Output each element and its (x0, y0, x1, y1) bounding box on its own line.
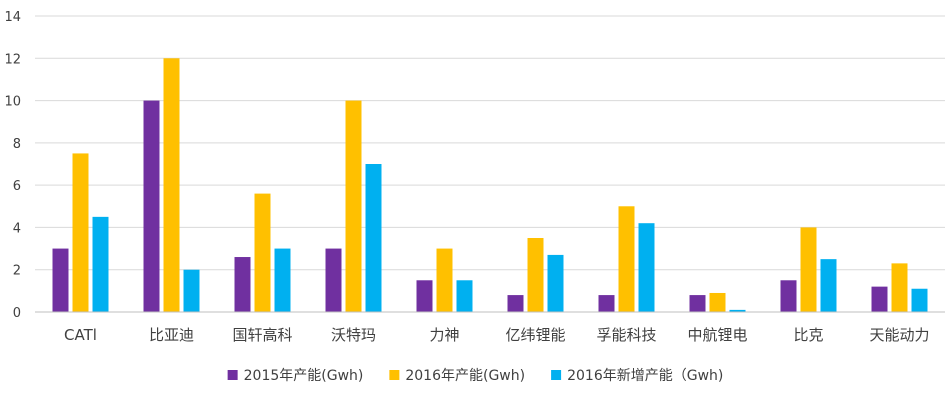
bar (508, 295, 524, 312)
x-axis: CATl 比亚迪 国轩高科 沃特玛 力神 亿纬锂能 孚能科技 中航锂电 比克 天能动力 (35, 312, 945, 344)
bar (73, 153, 89, 312)
bar (821, 259, 837, 312)
legend-swatch (551, 370, 561, 380)
y-tick-label: 8 (13, 137, 21, 152)
bar (93, 217, 109, 312)
bar (912, 289, 928, 312)
bar (872, 287, 888, 312)
y-tick-label: 6 (13, 179, 21, 194)
x-tick-label: 比亚迪 (149, 326, 194, 344)
legend-label: 2015年产能(Gwh) (244, 368, 364, 384)
bar (619, 206, 635, 312)
y-tick-label: 14 (4, 10, 21, 25)
x-tick-label: 中航锂电 (687, 326, 747, 344)
y-tick-label: 12 (4, 52, 21, 67)
bar (326, 249, 342, 312)
legend-label: 2016年新增产能（Gwh) (567, 368, 723, 384)
bar (781, 280, 797, 312)
legend: 2015年产能(Gwh) 2016年产能(Gwh) 2016年新增产能（Gwh) (228, 368, 724, 384)
legend-item: 2016年产能(Gwh) (389, 368, 525, 384)
bar (346, 101, 362, 312)
bar (801, 227, 817, 312)
x-tick-label: 亿纬锂能 (505, 326, 565, 344)
bar (710, 293, 726, 312)
bar (53, 249, 69, 312)
bar (366, 164, 382, 312)
x-tick-label: 孚能科技 (596, 326, 656, 344)
y-axis: 0 2 4 6 8 10 12 14 (4, 10, 21, 321)
legend-swatch (389, 370, 399, 380)
x-tick-label: 国轩高科 (232, 326, 292, 344)
bar (235, 257, 251, 312)
y-tick-label: 0 (13, 306, 21, 321)
y-tick-label: 4 (13, 221, 21, 236)
legend-swatch (228, 370, 238, 380)
bar (255, 194, 271, 312)
bar (892, 263, 908, 312)
bar (437, 249, 453, 312)
bar (690, 295, 706, 312)
bar (164, 58, 180, 312)
bar (275, 249, 291, 312)
x-tick-label: CATl (64, 326, 97, 344)
y-tick-label: 2 (13, 264, 21, 279)
legend-item: 2015年产能(Gwh) (228, 368, 364, 384)
legend-item: 2016年新增产能（Gwh) (551, 368, 723, 384)
bar (144, 101, 160, 312)
legend-label: 2016年产能(Gwh) (405, 368, 525, 384)
bar (184, 270, 200, 312)
x-tick-label: 比克 (793, 326, 823, 344)
bar (639, 223, 655, 312)
bar (417, 280, 433, 312)
bar (457, 280, 473, 312)
bar (548, 255, 564, 312)
x-tick-label: 沃特玛 (331, 326, 376, 344)
x-tick-label: 天能动力 (869, 326, 929, 344)
x-tick-label: 力神 (429, 326, 459, 344)
bar (528, 238, 544, 312)
bar (599, 295, 615, 312)
y-tick-label: 10 (4, 95, 21, 110)
